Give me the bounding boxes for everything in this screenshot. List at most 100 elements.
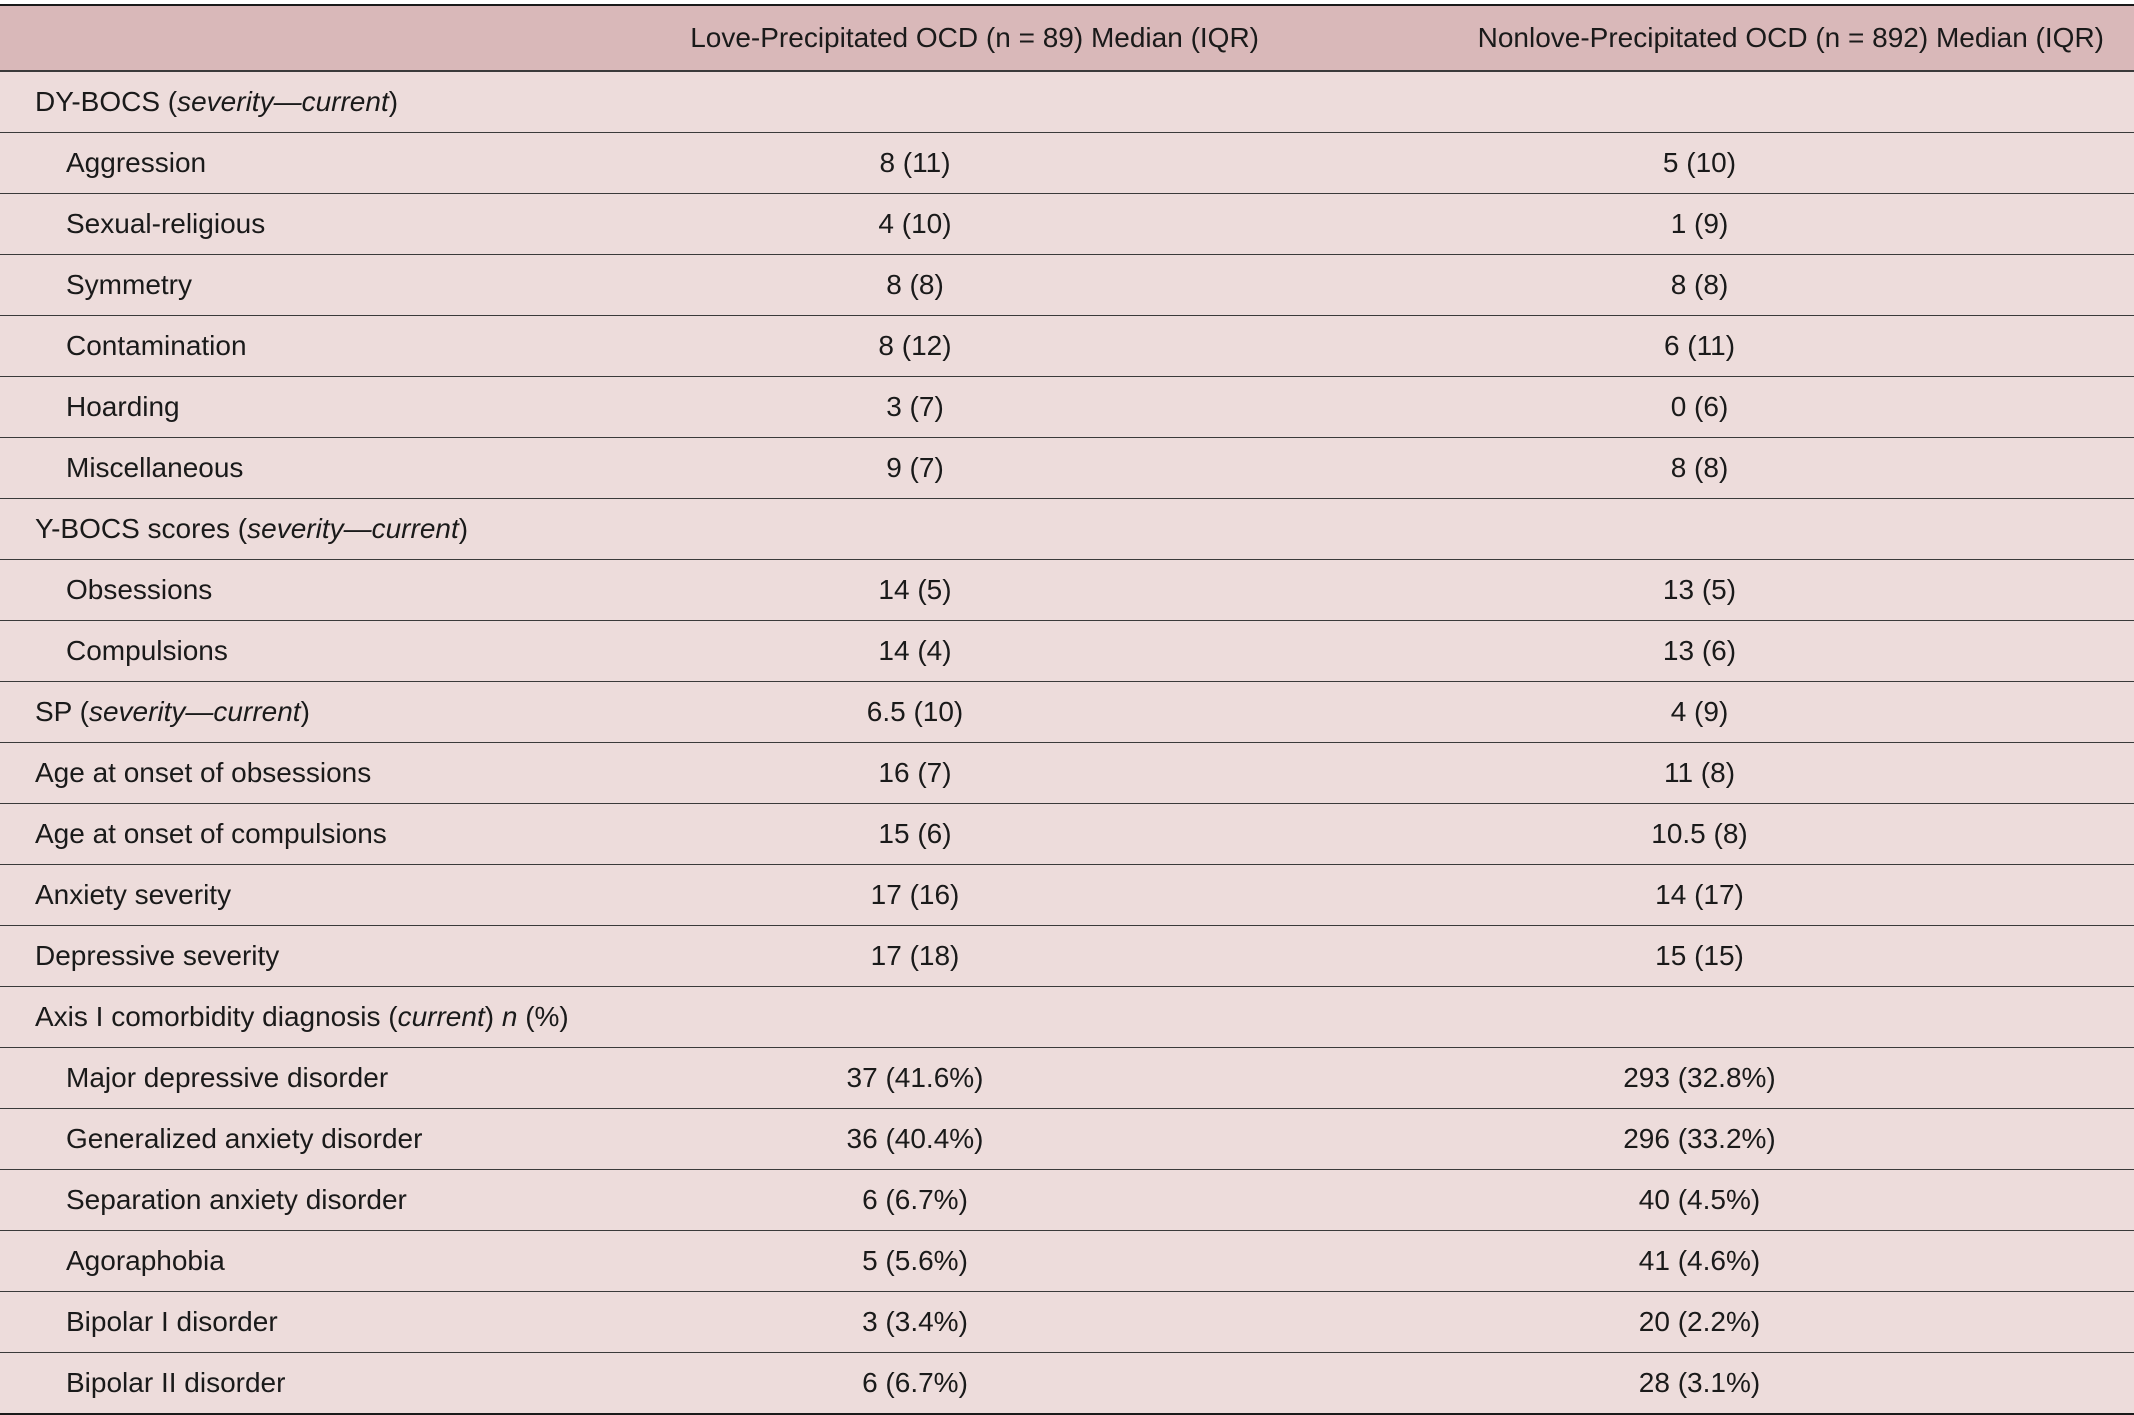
nonlove-value: 13 (5) — [1265, 559, 2134, 621]
love-value: 8 (11) — [565, 132, 1265, 194]
love-value: 15 (6) — [565, 803, 1265, 865]
table-row: Sexual-religious 4 (10) 1 (9) — [0, 193, 2134, 255]
table-row: Miscellaneous 9 (7) 8 (8) — [0, 437, 2134, 499]
nonlove-value: 296 (33.2%) — [1265, 1108, 2134, 1170]
results-table: Love-Precipitated OCD (n = 89) Median (I… — [0, 4, 2134, 1415]
section-italic: current — [397, 1001, 485, 1032]
row-label: Anxiety severity — [0, 864, 565, 926]
table-row: Compulsions 14 (4) 13 (6) — [0, 620, 2134, 682]
table-row: Age at onset of obsessions 16 (7) 11 (8) — [0, 742, 2134, 804]
row-label: Major depressive disorder — [0, 1047, 565, 1109]
nonlove-value: 41 (4.6%) — [1265, 1230, 2134, 1292]
row-label: Hoarding — [0, 376, 565, 438]
love-value: 8 (8) — [565, 254, 1265, 316]
love-value: 8 (12) — [565, 315, 1265, 377]
love-value: 3 (7) — [565, 376, 1265, 438]
love-value: 37 (41.6%) — [565, 1047, 1265, 1109]
results-table-container: Love-Precipitated OCD (n = 89) Median (I… — [0, 4, 2134, 1415]
empty-cell — [1265, 498, 2134, 560]
row-label: Miscellaneous — [0, 437, 565, 499]
section-text: Y-BOCS scores ( — [35, 513, 248, 544]
nonlove-value: 1 (9) — [1265, 193, 2134, 255]
row-label: Age at onset of obsessions — [0, 742, 565, 804]
section-label-dybocs: DY-BOCS (severity—current) — [0, 71, 565, 133]
row-label: Contamination — [0, 315, 565, 377]
row-label: Generalized anxiety disorder — [0, 1108, 565, 1170]
love-value: 5 (5.6%) — [565, 1230, 1265, 1292]
nonlove-value: 28 (3.1%) — [1265, 1352, 2134, 1415]
nonlove-value: 11 (8) — [1265, 742, 2134, 804]
row-label: Bipolar II disorder — [0, 1352, 565, 1415]
table-row: Age at onset of compulsions 15 (6) 10.5 … — [0, 803, 2134, 865]
row-label: Separation anxiety disorder — [0, 1169, 565, 1231]
empty-cell — [565, 498, 1265, 560]
section-italic-n: n — [501, 1001, 518, 1032]
section-text: Axis I comorbidity diagnosis ( — [35, 1001, 398, 1032]
section-label-sp: SP (severity—current) — [0, 681, 565, 743]
section-text: DY-BOCS ( — [35, 86, 178, 117]
row-label: Compulsions — [0, 620, 565, 682]
nonlove-value: 4 (9) — [1265, 681, 2134, 743]
table-row: Symmetry 8 (8) 8 (8) — [0, 254, 2134, 316]
table-row: Bipolar II disorder 6 (6.7%) 28 (3.1%) — [0, 1352, 2134, 1415]
love-value: 14 (4) — [565, 620, 1265, 682]
nonlove-value: 10.5 (8) — [1265, 803, 2134, 865]
section-tail: ) — [458, 513, 469, 544]
table-row: Separation anxiety disorder 6 (6.7%) 40 … — [0, 1169, 2134, 1231]
section-tail: (%) — [517, 1001, 569, 1032]
empty-cell — [565, 71, 1265, 133]
table-row: Obsessions 14 (5) 13 (5) — [0, 559, 2134, 621]
section-row-ybocs: Y-BOCS scores (severity—current) — [0, 498, 2134, 560]
nonlove-value: 0 (6) — [1265, 376, 2134, 438]
nonlove-value: 40 (4.5%) — [1265, 1169, 2134, 1231]
row-label: Agoraphobia — [0, 1230, 565, 1292]
section-tail: ) — [300, 696, 310, 727]
empty-cell — [1265, 986, 2134, 1048]
nonlove-value: 8 (8) — [1265, 254, 2134, 316]
table-row: Depressive severity 17 (18) 15 (15) — [0, 925, 2134, 987]
empty-cell — [1265, 71, 2134, 133]
empty-cell — [565, 986, 1265, 1048]
table-row: Generalized anxiety disorder 36 (40.4%) … — [0, 1108, 2134, 1170]
row-label: Depressive severity — [0, 925, 565, 987]
nonlove-value: 8 (8) — [1265, 437, 2134, 499]
table-row: Major depressive disorder 37 (41.6%) 293… — [0, 1047, 2134, 1109]
love-value: 4 (10) — [565, 193, 1265, 255]
love-value: 17 (16) — [565, 864, 1265, 926]
table-row: Anxiety severity 17 (16) 14 (17) — [0, 864, 2134, 926]
header-row: Love-Precipitated OCD (n = 89) Median (I… — [0, 5, 2134, 72]
table-row: Agoraphobia 5 (5.6%) 41 (4.6%) — [0, 1230, 2134, 1292]
love-value: 16 (7) — [565, 742, 1265, 804]
header-blank — [0, 5, 565, 72]
nonlove-value: 13 (6) — [1265, 620, 2134, 682]
section-italic: severity—current — [88, 696, 301, 727]
nonlove-value: 6 (11) — [1265, 315, 2134, 377]
header-love: Love-Precipitated OCD (n = 89) Median (I… — [565, 5, 1265, 72]
row-label: Age at onset of compulsions — [0, 803, 565, 865]
row-label: Obsessions — [0, 559, 565, 621]
section-mid: ) — [484, 1001, 502, 1032]
table-row-sp: SP (severity—current) 6.5 (10) 4 (9) — [0, 681, 2134, 743]
love-value: 36 (40.4%) — [565, 1108, 1265, 1170]
section-row-axis: Axis I comorbidity diagnosis (current) n… — [0, 986, 2134, 1048]
table-row: Contamination 8 (12) 6 (11) — [0, 315, 2134, 377]
table-row: Hoarding 3 (7) 0 (6) — [0, 376, 2134, 438]
section-label-axis: Axis I comorbidity diagnosis (current) n… — [0, 986, 569, 1048]
nonlove-value: 5 (10) — [1265, 132, 2134, 194]
nonlove-value: 15 (15) — [1265, 925, 2134, 987]
row-label: Bipolar I disorder — [0, 1291, 565, 1353]
love-value: 17 (18) — [565, 925, 1265, 987]
love-value: 6.5 (10) — [565, 681, 1265, 743]
love-value: 14 (5) — [565, 559, 1265, 621]
love-value: 6 (6.7%) — [565, 1352, 1265, 1415]
row-label: Aggression — [0, 132, 565, 194]
row-label: Symmetry — [0, 254, 565, 316]
love-value: 3 (3.4%) — [565, 1291, 1265, 1353]
row-label: Sexual-religious — [0, 193, 565, 255]
section-label-ybocs: Y-BOCS scores (severity—current) — [0, 498, 565, 560]
section-italic: severity—current — [247, 513, 459, 544]
table-row: Aggression 8 (11) 5 (10) — [0, 132, 2134, 194]
nonlove-value: 14 (17) — [1265, 864, 2134, 926]
table-row: Bipolar I disorder 3 (3.4%) 20 (2.2%) — [0, 1291, 2134, 1353]
nonlove-value: 293 (32.8%) — [1265, 1047, 2134, 1109]
